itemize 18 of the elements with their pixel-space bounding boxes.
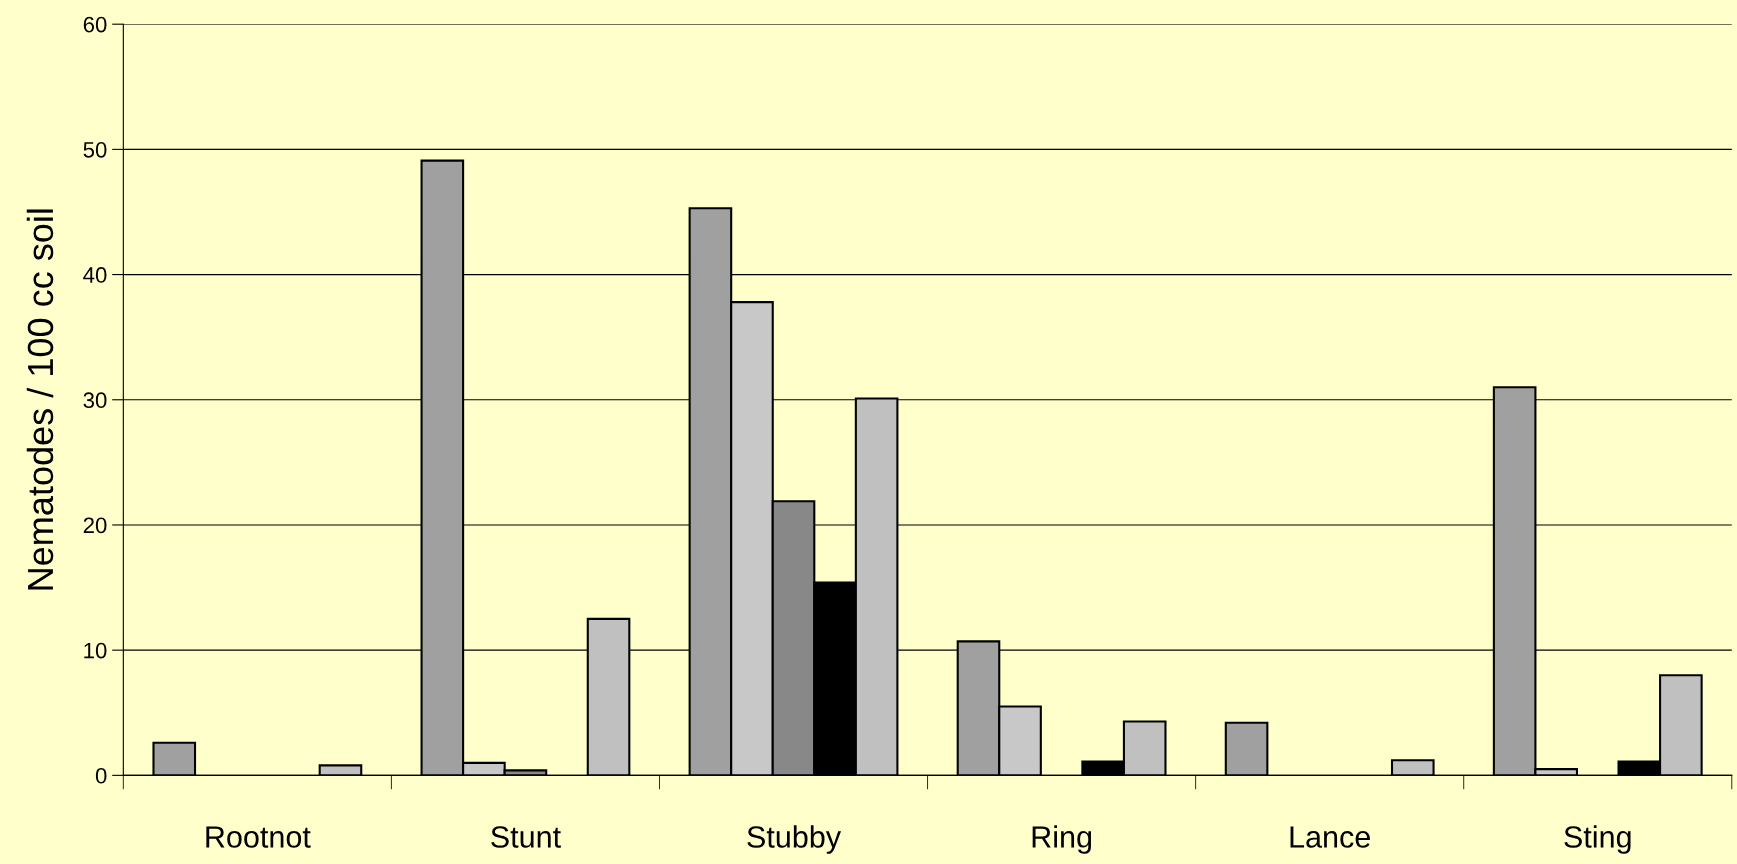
y-tick-label: 10: [84, 642, 107, 659]
x-tick-label: Rootnot: [206, 826, 311, 848]
y-tick-label: 40: [83, 267, 107, 283]
y-tick-label: 30: [83, 392, 107, 409]
y-tick-label: 0: [95, 767, 107, 784]
bar: [152, 741, 197, 776]
x-tick-label: Ring: [1032, 825, 1092, 854]
bar: [1224, 721, 1269, 776]
x-tick-label: Lance: [1290, 826, 1370, 848]
x-tick-label: Sting: [1564, 825, 1631, 854]
x-tick-label: Stunt: [491, 826, 561, 848]
y-tick-label: 50: [83, 141, 107, 158]
y-tick-label: 20: [83, 517, 107, 534]
y-axis-title: Nematodes / 100 cc soil: [26, 209, 54, 590]
x-tick-label: Stubby: [747, 825, 842, 854]
bar: [1390, 759, 1435, 776]
bar: [318, 764, 363, 776]
y-tick-label: 60: [83, 16, 107, 33]
